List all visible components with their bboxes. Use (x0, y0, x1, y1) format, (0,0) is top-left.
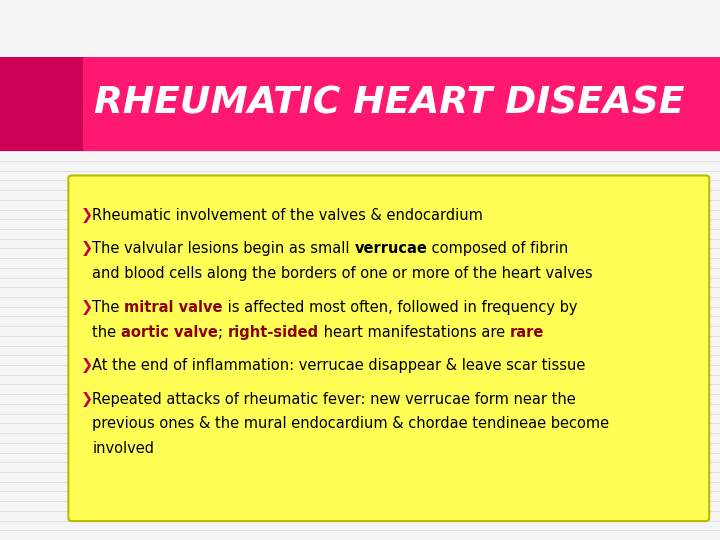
Text: The: The (92, 300, 124, 315)
Bar (0, 57, 83, 151)
Text: heart manifestations are: heart manifestations are (318, 325, 509, 340)
Text: ❯: ❯ (81, 392, 93, 407)
Text: rare: rare (509, 325, 544, 340)
Text: and blood cells along the borders of one or more of the heart valves: and blood cells along the borders of one… (92, 266, 593, 281)
Text: aortic valve: aortic valve (121, 325, 217, 340)
Text: composed of fibrin: composed of fibrin (427, 241, 568, 256)
Text: Rheumatic involvement of the valves & endocardium: Rheumatic involvement of the valves & en… (92, 208, 483, 223)
Text: the: the (92, 325, 121, 340)
FancyBboxPatch shape (68, 176, 709, 521)
Text: ;: ; (217, 325, 228, 340)
Text: ❯: ❯ (81, 300, 93, 315)
Text: is affected most often, followed in frequency by: is affected most often, followed in freq… (222, 300, 577, 315)
Text: Repeated attacks of rheumatic fever: new verrucae form near the: Repeated attacks of rheumatic fever: new… (92, 392, 576, 407)
Text: involved: involved (92, 441, 154, 456)
Text: RHEUMATIC HEART DISEASE: RHEUMATIC HEART DISEASE (94, 86, 684, 122)
Bar (0, 57, 720, 151)
Text: ❯: ❯ (81, 241, 93, 256)
Text: right-sided: right-sided (228, 325, 318, 340)
Text: The valvular lesions begin as small: The valvular lesions begin as small (92, 241, 354, 256)
Text: verrucae: verrucae (354, 241, 427, 256)
Text: mitral valve: mitral valve (124, 300, 222, 315)
Text: previous ones & the mural endocardium & chordae tendineae become: previous ones & the mural endocardium & … (92, 416, 609, 431)
Text: ❯: ❯ (81, 358, 93, 373)
Text: ❯: ❯ (81, 208, 93, 223)
Text: At the end of inflammation: verrucae disappear & leave scar tissue: At the end of inflammation: verrucae dis… (92, 358, 585, 373)
